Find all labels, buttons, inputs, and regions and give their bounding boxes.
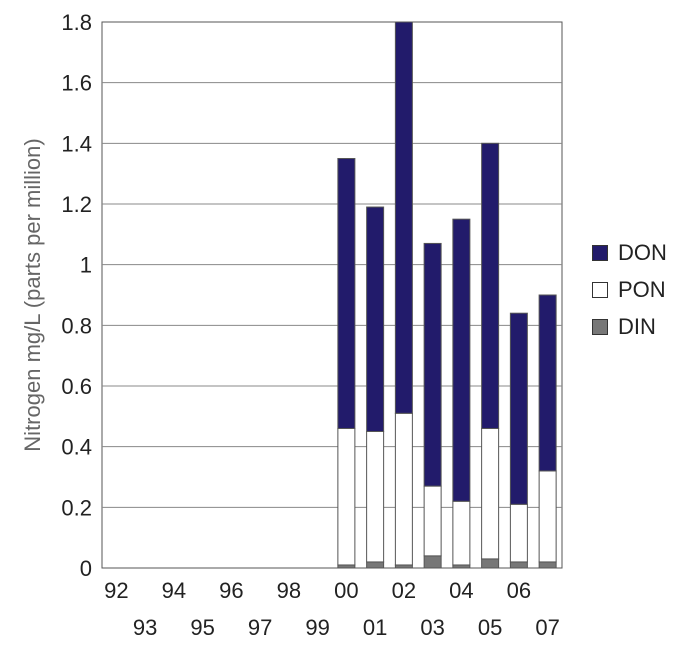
bar-pon-04: [452, 500, 471, 566]
bar-don-05: [481, 142, 500, 429]
y-tick-label: 0.6: [61, 374, 92, 399]
bar-pon-02: [394, 412, 413, 566]
x-tick-label: 01: [363, 615, 387, 640]
y-tick-label: 1.4: [61, 131, 92, 156]
legend-label-din: DIN: [618, 314, 656, 339]
x-tick-label: 99: [305, 615, 329, 640]
x-tick-label: 06: [507, 578, 531, 603]
x-tick-label: 07: [535, 615, 559, 640]
x-tick-label: 94: [162, 578, 186, 603]
bar-pon-00: [337, 427, 356, 566]
x-tick-label: 03: [420, 615, 444, 640]
legend-swatch-pon: [592, 282, 608, 298]
y-tick-label: 0.2: [61, 495, 92, 520]
bar-don-00: [337, 158, 356, 429]
y-tick-label: 1.8: [61, 10, 92, 35]
legend-label-pon: PON: [618, 277, 666, 302]
bar-din-01: [366, 561, 385, 569]
y-tick-label: 0.4: [61, 435, 92, 460]
x-tick-label: 02: [392, 578, 416, 603]
bar-din-05: [481, 558, 500, 569]
bar-don-02: [394, 21, 413, 414]
x-tick-label: 05: [478, 615, 502, 640]
x-tick-label: 92: [104, 578, 128, 603]
bar-din-06: [509, 561, 528, 569]
legend-swatch-din: [592, 319, 608, 335]
bar-din-03: [423, 555, 442, 569]
y-tick-label: 1.2: [61, 192, 92, 217]
legend-swatch-don: [592, 245, 608, 261]
bar-pon-07: [538, 470, 557, 563]
x-tick-label: 04: [449, 578, 473, 603]
legend-item-don: DON: [592, 240, 667, 266]
legend-item-pon: PON: [592, 277, 667, 303]
bar-pon-01: [366, 431, 385, 563]
y-axis-label: Nitrogen mg/L (parts per million): [20, 138, 45, 451]
x-tick-label: 97: [248, 615, 272, 640]
x-tick-label: 98: [277, 578, 301, 603]
y-tick-label: 1: [80, 253, 92, 278]
bar-don-01: [366, 206, 385, 432]
y-tick-label: 0: [80, 556, 92, 581]
bar-pon-03: [423, 485, 442, 557]
y-tick-label: 1.6: [61, 71, 92, 96]
bar-don-04: [452, 218, 471, 502]
legend-item-din: DIN: [592, 314, 667, 340]
legend-label-don: DON: [618, 240, 667, 265]
bar-din-07: [538, 561, 557, 569]
x-tick-label: 96: [219, 578, 243, 603]
bar-don-03: [423, 242, 442, 487]
x-tick-label: 00: [334, 578, 358, 603]
bar-don-06: [509, 312, 528, 505]
x-tick-label: 93: [133, 615, 157, 640]
bar-don-07: [538, 294, 557, 472]
bar-pon-06: [509, 503, 528, 563]
bar-pon-05: [481, 427, 500, 560]
legend: DON PON DIN: [592, 240, 667, 351]
x-tick-label: 95: [190, 615, 214, 640]
y-tick-label: 0.8: [61, 313, 92, 338]
